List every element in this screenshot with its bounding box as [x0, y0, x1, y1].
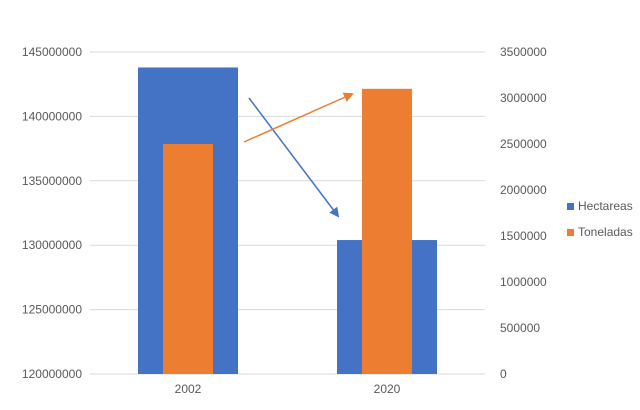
- right-axis-ticks: 0 500000 1000000 1500000 2000000 2500000 30000…: [500, 45, 547, 381]
- right-axis-tick-label: 0: [500, 367, 507, 381]
- right-axis-tick-label: 1000000: [500, 275, 547, 289]
- legend: Hectareas Toneladas: [567, 199, 633, 239]
- trend-arrows: [243, 92, 354, 218]
- left-axis-tick-label: 120000000: [22, 367, 82, 381]
- left-axis-tick-label: 130000000: [22, 238, 82, 252]
- right-axis-tick-label: 500000: [500, 321, 540, 335]
- hectareas-decrease-arrow: [248, 97, 340, 218]
- left-axis-tick-label: 135000000: [22, 174, 82, 188]
- legend-label-toneladas: Toneladas: [578, 225, 633, 239]
- left-axis-tick-label: 140000000: [22, 109, 82, 123]
- right-axis-tick-label: 3500000: [500, 45, 547, 59]
- x-axis-tick-label: 2020: [374, 382, 401, 396]
- right-axis-tick-label: 1500000: [500, 229, 547, 243]
- legend-swatch-hectareas: [567, 203, 574, 210]
- toneladas-increase-arrow: [243, 92, 354, 143]
- legend-swatch-toneladas: [567, 229, 574, 236]
- left-axis-tick-label: 125000000: [22, 303, 82, 317]
- bar-toneladas-2020: [362, 88, 412, 375]
- bars: [138, 67, 437, 375]
- left-axis-tick-label: 145000000: [22, 45, 82, 59]
- left-axis-ticks: 120000000 125000000 130000000 135000000 1400…: [22, 45, 82, 381]
- x-axis-ticks: 2002 2020: [175, 382, 401, 396]
- right-axis-tick-label: 3000000: [500, 91, 547, 105]
- bar-toneladas-2002: [163, 144, 213, 374]
- right-axis-tick-label: 2000000: [500, 183, 547, 197]
- x-axis-tick-label: 2002: [175, 382, 202, 396]
- legend-label-hectareas: Hectareas: [578, 199, 633, 213]
- right-axis-tick-label: 2500000: [500, 137, 547, 151]
